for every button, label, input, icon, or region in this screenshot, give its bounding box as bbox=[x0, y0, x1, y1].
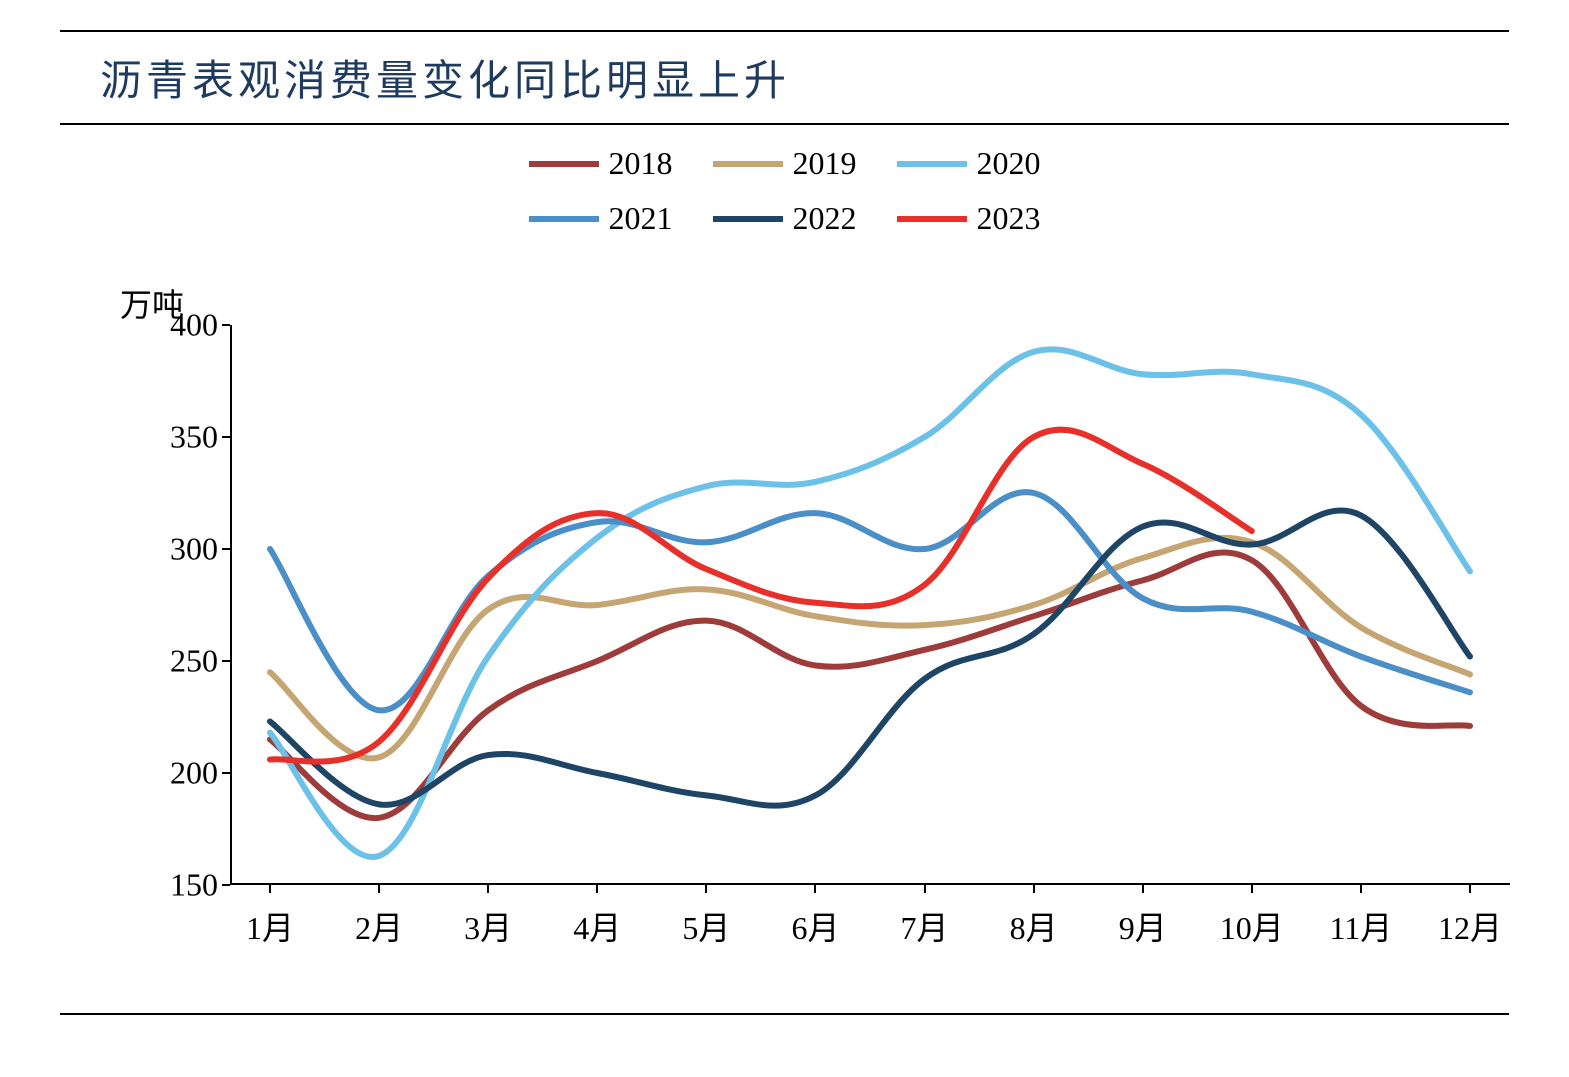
plot-area: 1502002503003504001月2月3月4月5月6月7月8月9月10月1… bbox=[230, 325, 1510, 885]
x-tick-label: 12月 bbox=[1438, 903, 1502, 949]
legend-label: 2023 bbox=[977, 200, 1041, 237]
y-tick-label: 350 bbox=[170, 419, 218, 456]
y-tick-mark bbox=[222, 548, 230, 550]
legend-swatch bbox=[713, 216, 783, 222]
legend-item-2022: 2022 bbox=[713, 200, 857, 237]
legend-row: 2018 2019 2020 bbox=[405, 145, 1165, 182]
x-tick-mark bbox=[1251, 885, 1253, 893]
y-tick-mark bbox=[222, 772, 230, 774]
y-tick-label: 300 bbox=[170, 531, 218, 568]
legend-swatch bbox=[713, 161, 783, 167]
legend-label: 2022 bbox=[793, 200, 857, 237]
series-line-2023 bbox=[270, 430, 1252, 762]
x-tick-label: 7月 bbox=[901, 903, 949, 949]
x-tick-mark bbox=[705, 885, 707, 893]
x-tick-label: 6月 bbox=[791, 903, 839, 949]
x-tick-label: 4月 bbox=[573, 903, 621, 949]
chart-title-bar: 沥青表观消费量变化同比明显上升 bbox=[60, 30, 1509, 125]
y-tick-mark bbox=[222, 884, 230, 886]
legend-swatch bbox=[897, 161, 967, 167]
legend-row: 2021 2022 2023 bbox=[405, 200, 1165, 237]
y-tick-label: 200 bbox=[170, 755, 218, 792]
legend-item-2020: 2020 bbox=[897, 145, 1041, 182]
chart-title: 沥青表观消费量变化同比明显上升 bbox=[100, 47, 1469, 108]
x-tick-mark bbox=[1033, 885, 1035, 893]
x-tick-label: 1月 bbox=[246, 903, 294, 949]
x-tick-mark bbox=[269, 885, 271, 893]
x-tick-label: 10月 bbox=[1220, 903, 1284, 949]
x-tick-mark bbox=[1142, 885, 1144, 893]
series-line-2019 bbox=[270, 538, 1470, 759]
x-tick-label: 2月 bbox=[355, 903, 403, 949]
legend-item-2023: 2023 bbox=[897, 200, 1041, 237]
y-tick-mark bbox=[222, 324, 230, 326]
legend-swatch bbox=[529, 216, 599, 222]
x-tick-mark bbox=[814, 885, 816, 893]
x-tick-label: 9月 bbox=[1119, 903, 1167, 949]
legend-swatch bbox=[897, 216, 967, 222]
legend-label: 2019 bbox=[793, 145, 857, 182]
legend-swatch bbox=[529, 161, 599, 167]
y-tick-mark bbox=[222, 660, 230, 662]
x-tick-label: 11月 bbox=[1329, 903, 1392, 949]
x-tick-mark bbox=[1360, 885, 1362, 893]
y-tick-label: 250 bbox=[170, 643, 218, 680]
legend-item-2019: 2019 bbox=[713, 145, 857, 182]
series-line-2018 bbox=[270, 552, 1470, 818]
legend-label: 2020 bbox=[977, 145, 1041, 182]
x-tick-label: 5月 bbox=[682, 903, 730, 949]
legend: 2018 2019 2020 2021 2022 2023 bbox=[405, 145, 1165, 255]
y-tick-label: 150 bbox=[170, 867, 218, 904]
x-tick-label: 3月 bbox=[464, 903, 512, 949]
x-tick-mark bbox=[924, 885, 926, 893]
legend-label: 2021 bbox=[609, 200, 673, 237]
x-tick-mark bbox=[1469, 885, 1471, 893]
chart-area: 201820192020202120222023 万吨 150200250300… bbox=[60, 145, 1509, 1015]
line-series-svg bbox=[230, 325, 1510, 885]
x-tick-mark bbox=[596, 885, 598, 893]
y-tick-label: 400 bbox=[170, 307, 218, 344]
x-tick-mark bbox=[378, 885, 380, 893]
legend-item-2018: 2018 bbox=[529, 145, 673, 182]
legend-item-2021: 2021 bbox=[529, 200, 673, 237]
legend-label: 2018 bbox=[609, 145, 673, 182]
y-tick-mark bbox=[222, 436, 230, 438]
x-tick-mark bbox=[487, 885, 489, 893]
x-tick-label: 8月 bbox=[1010, 903, 1058, 949]
